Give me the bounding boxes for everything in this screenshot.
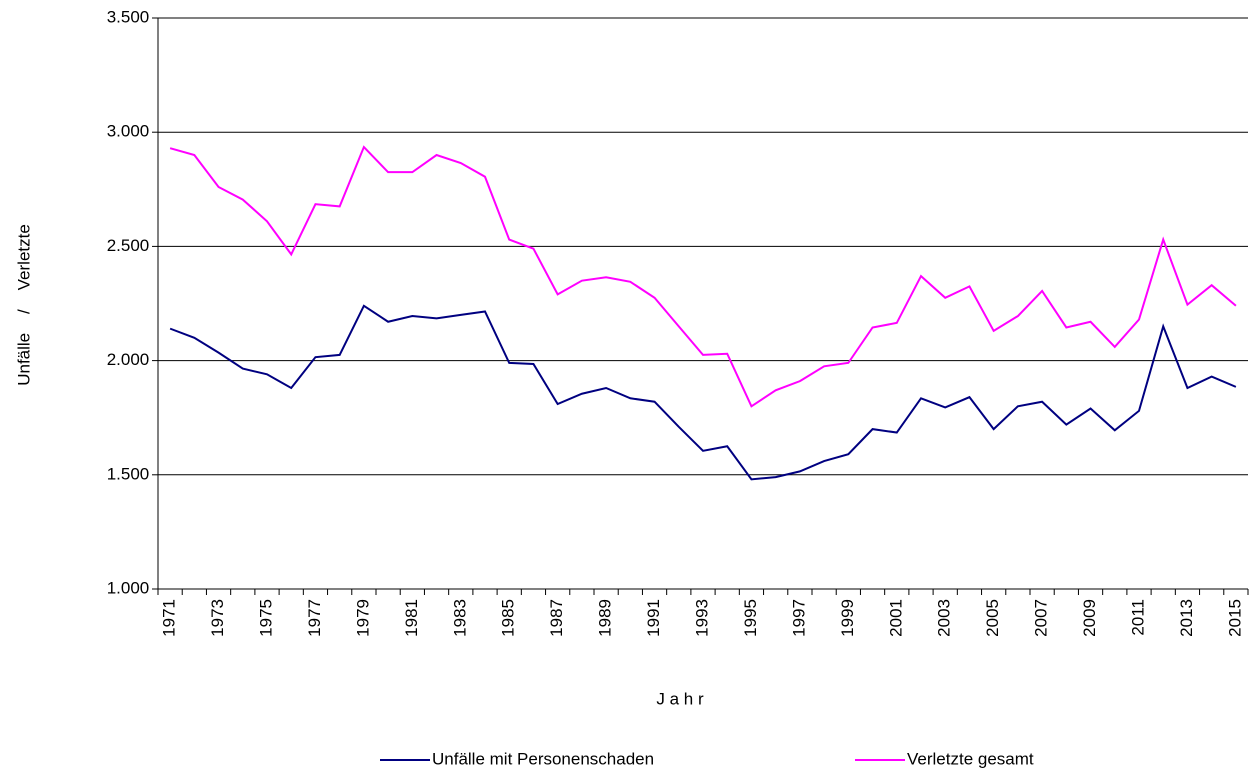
line-series xyxy=(169,304,1237,481)
x-tick-label: 1975 xyxy=(256,599,275,637)
x-tick-label: 1979 xyxy=(353,599,372,637)
x-tick-label: 1981 xyxy=(402,599,421,637)
x-tick-label: 1997 xyxy=(789,599,808,637)
x-tick-label: 2013 xyxy=(1177,599,1196,637)
legend-label: Unfälle mit Personenschaden xyxy=(432,749,654,768)
x-tick-label: 1983 xyxy=(450,599,469,637)
x-tick-label: 1991 xyxy=(644,599,663,637)
x-tick-label: 2015 xyxy=(1225,599,1244,637)
y-tick-label: 1.500 xyxy=(107,464,150,483)
x-tick-label: 1987 xyxy=(547,599,566,637)
y-axis-label: Unfälle / Verletzte xyxy=(14,224,33,386)
y-tick-label: 2.000 xyxy=(107,350,150,369)
x-tick-label: 2005 xyxy=(983,599,1002,637)
x-tick-label: 2011 xyxy=(1128,599,1147,636)
y-tick-label: 3.500 xyxy=(107,7,150,26)
x-tick-label: 1977 xyxy=(305,599,324,637)
y-tick-label: 3.000 xyxy=(107,122,150,141)
line-series xyxy=(169,145,1237,408)
x-tick-label: 1999 xyxy=(838,599,857,637)
y-tick-label: 2.500 xyxy=(107,236,150,255)
y-tick-label: 1.000 xyxy=(107,578,150,597)
x-tick-label: 1995 xyxy=(741,599,760,637)
x-axis-label: J a h r xyxy=(656,689,704,708)
x-tick-label: 1993 xyxy=(692,599,711,637)
x-tick-label: 2007 xyxy=(1032,599,1051,637)
x-tick-label: 1989 xyxy=(596,599,615,637)
x-tick-label: 2009 xyxy=(1080,599,1099,637)
x-tick-label: 2003 xyxy=(935,599,954,637)
x-tick-label: 1973 xyxy=(208,599,227,637)
x-tick-label: 2001 xyxy=(886,599,905,637)
x-tick-label: 1985 xyxy=(499,599,518,637)
legend-label: Verletzte gesamt xyxy=(907,749,1034,768)
x-tick-label: 1971 xyxy=(160,599,179,637)
